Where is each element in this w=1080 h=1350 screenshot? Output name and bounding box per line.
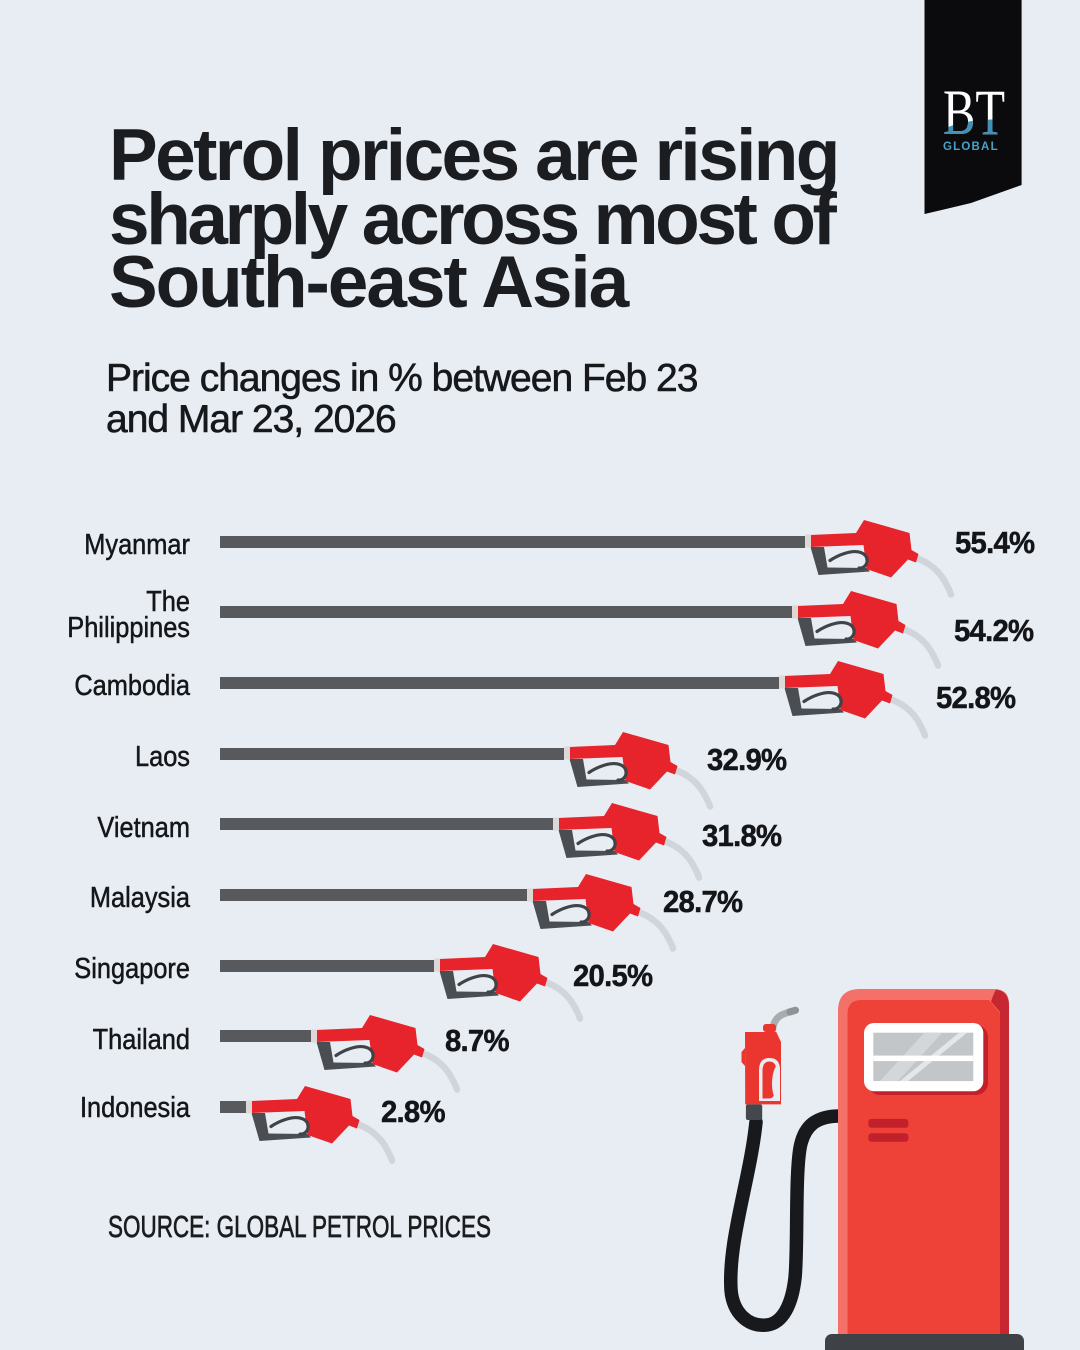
svg-text:BT: BT: [943, 77, 1005, 148]
svg-text:GLOBAL: GLOBAL: [943, 141, 1000, 153]
svg-text:BT: BT: [943, 77, 1005, 148]
